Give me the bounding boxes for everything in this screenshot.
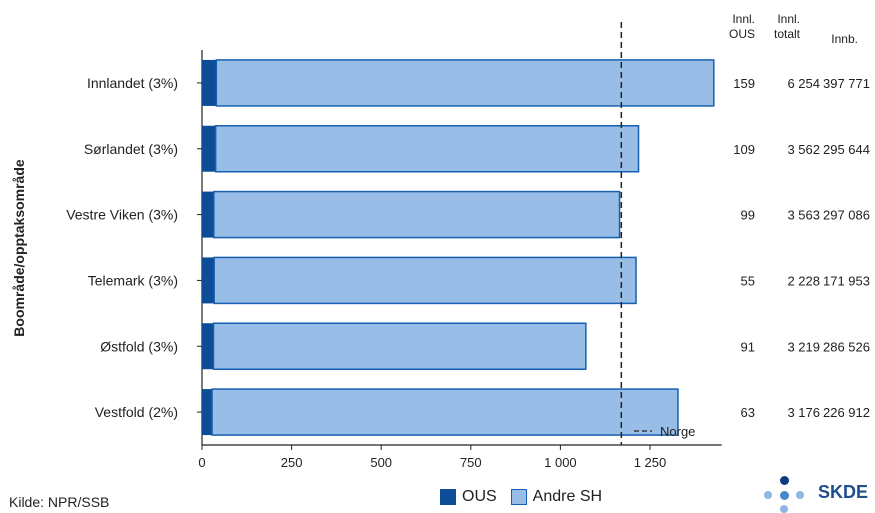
table-cell: 397 771: [823, 76, 870, 91]
table-header: Innb.: [831, 32, 858, 46]
table-cell: 63: [741, 405, 755, 420]
x-tick-label: 750: [460, 455, 482, 470]
logo-dot: [780, 505, 788, 513]
legend-label-andre-sh: Andre SH: [532, 488, 603, 505]
table-cell: 171 953: [823, 273, 870, 288]
x-tick-label: 1 000: [544, 455, 577, 470]
bar-ous: [202, 59, 217, 106]
bar-ous: [202, 191, 214, 238]
bar-ous: [202, 257, 215, 304]
table-header: OUS: [729, 27, 755, 41]
bar-ous: [202, 323, 214, 370]
table-cell: 286 526: [823, 339, 870, 354]
category-label: Vestre Viken (3%): [66, 207, 178, 223]
logo-dot: [780, 491, 789, 500]
table-cell: 159: [733, 76, 755, 91]
category-label: Sørlandet (3%): [84, 141, 178, 157]
legend-label-ous: OUS: [462, 488, 497, 505]
table-cell: 2 228: [787, 273, 820, 288]
table-cell: 55: [741, 273, 755, 288]
table-cell: 3 562: [787, 142, 820, 157]
category-label: Innlandet (3%): [87, 75, 178, 91]
legend-item-andre-sh: Andre SH: [510, 488, 603, 506]
skde-logo: SKDE: [764, 474, 874, 513]
x-tick-label: 0: [198, 455, 205, 470]
x-tick-label: 1 250: [634, 455, 667, 470]
logo-dot: [796, 491, 804, 499]
source-note: Kilde: NPR/SSB: [9, 494, 110, 510]
table-header: Innl.: [732, 12, 755, 26]
bar-andre-sh: [214, 125, 640, 173]
category-label: Vestfold (2%): [95, 404, 178, 420]
table-cell: 3 176: [787, 405, 820, 420]
table-cell: 295 644: [823, 142, 870, 157]
bar-andre-sh: [211, 388, 679, 436]
x-tick-label: 500: [370, 455, 392, 470]
logo-dot: [780, 476, 789, 485]
table-cell: 6 254: [787, 76, 820, 91]
bar-andre-sh: [212, 322, 587, 370]
table-cell: 3 219: [787, 339, 820, 354]
reference-line-label: Norge: [660, 424, 695, 439]
table-cell: 226 912: [823, 405, 870, 420]
x-tick-label: 250: [281, 455, 303, 470]
bar-andre-sh: [213, 190, 621, 239]
legend-item-ous: OUS: [440, 488, 497, 506]
category-label: Telemark (3%): [88, 272, 178, 288]
logo-dot: [764, 491, 772, 499]
table-cell: 3 563: [787, 208, 820, 223]
legend: OUS Andre SH: [440, 488, 610, 506]
bar-andre-sh: [215, 59, 715, 107]
table-cell: 91: [741, 339, 755, 354]
bar-ous: [202, 389, 213, 436]
table-cell: 297 086: [823, 208, 870, 223]
bar-ous: [202, 125, 216, 172]
table-header: totalt: [774, 27, 801, 41]
y-axis-title: Boområde/opptaksområde: [11, 159, 27, 337]
category-label: Østfold (3%): [100, 338, 178, 354]
bar-andre-sh: [213, 256, 637, 305]
table-header: Innl.: [777, 12, 800, 26]
legend-swatch-ous: [440, 489, 456, 505]
table-cell: 99: [741, 208, 755, 223]
table-cell: 109: [733, 142, 755, 157]
logo-text: SKDE: [818, 482, 869, 502]
legend-swatch-andre-sh: [510, 489, 527, 505]
